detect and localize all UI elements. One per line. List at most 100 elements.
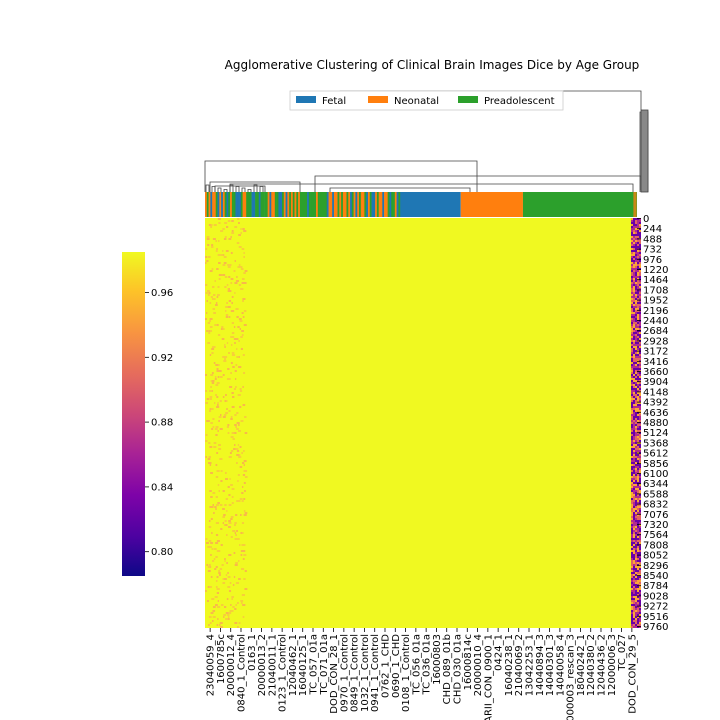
heat-cell (208, 420, 210, 422)
heat-cell (207, 256, 211, 258)
heat-cell (637, 236, 639, 238)
heat-cell (231, 230, 234, 232)
heat-cell (635, 576, 637, 578)
heat-cell (212, 610, 214, 612)
heat-cell (242, 354, 245, 356)
heat-cell (633, 348, 635, 350)
heat-cell (205, 390, 208, 392)
heat-cell (639, 348, 641, 350)
heat-cell (229, 264, 232, 266)
heat-cell (639, 512, 641, 514)
heat-cell (231, 232, 235, 234)
heat-cell (635, 394, 637, 396)
heat-cell (240, 348, 243, 350)
heat-cell (222, 508, 225, 510)
heat-cell (639, 344, 641, 346)
heat-cell (635, 534, 637, 536)
heat-cell (633, 256, 635, 258)
heat-cell (639, 392, 641, 394)
heat-cell (639, 478, 641, 480)
heat-cell (224, 344, 226, 346)
heat-cell (208, 224, 211, 226)
heat-cell (637, 356, 639, 358)
heat-cell (637, 598, 639, 600)
heat-cell (231, 354, 236, 356)
heat-cell (639, 226, 641, 228)
heat-cell (635, 506, 637, 508)
heat-cell (637, 464, 639, 466)
heat-cell (216, 370, 219, 372)
heat-cell (637, 342, 639, 344)
heat-cell (637, 304, 639, 306)
heat-cell (635, 444, 637, 446)
heat-cell (233, 388, 236, 390)
heat-cell (633, 462, 635, 464)
heat-cell (216, 406, 220, 408)
strip-cell (230, 192, 233, 217)
heat-cell (212, 426, 215, 428)
heat-cell (217, 376, 220, 378)
heat-cell (631, 336, 633, 338)
heat-cell (635, 234, 637, 236)
heat-cell (633, 336, 635, 338)
heat-cell (633, 412, 635, 414)
heat-cell (635, 592, 637, 594)
heat-cell (633, 222, 635, 224)
heat-cell (633, 278, 635, 280)
row-tick-label: 1464 (643, 275, 668, 286)
heat-cell (637, 624, 639, 626)
heat-cell (637, 418, 639, 420)
heat-cell (637, 576, 639, 578)
heat-cell (244, 416, 247, 418)
heat-cell (240, 268, 244, 270)
heat-cell (631, 472, 633, 474)
heat-cell (635, 248, 637, 250)
heat-cell (639, 486, 641, 488)
heat-cell (209, 270, 213, 272)
heat-cell (639, 334, 641, 336)
heat-cell (225, 394, 227, 396)
heat-cell (639, 622, 641, 624)
heat-cell (639, 342, 641, 344)
heat-cell (635, 318, 637, 320)
row-tick-label: 3660 (643, 367, 668, 378)
heat-cell (221, 326, 224, 328)
heat-cell (639, 396, 641, 398)
dendrogram-link (253, 184, 258, 192)
heat-cell (639, 354, 641, 356)
row-tick-label: 2196 (643, 306, 668, 317)
heat-cell (633, 410, 635, 412)
heat-cell (637, 278, 639, 280)
heat-cell (631, 492, 633, 494)
heat-cell (637, 296, 639, 298)
heat-cell (633, 448, 635, 450)
heat-cell (639, 234, 641, 236)
heat-cell (213, 346, 216, 348)
heatmap-background (205, 218, 637, 628)
heat-cell (635, 494, 637, 496)
heat-cell (242, 228, 245, 230)
heat-cell (637, 512, 639, 514)
heat-cell (633, 492, 635, 494)
heat-cell (633, 286, 635, 288)
heat-cell (635, 556, 637, 558)
heat-cell (631, 626, 633, 628)
heat-cell (208, 462, 211, 464)
heat-cell (637, 620, 639, 622)
heat-cell (205, 402, 208, 404)
heat-cell (207, 294, 210, 296)
heat-cell (631, 244, 633, 246)
heat-cell (241, 544, 244, 546)
strip-cell (317, 192, 320, 217)
heat-cell (631, 218, 633, 220)
heat-cell (639, 530, 641, 532)
heat-cell (243, 372, 246, 374)
heat-cell (633, 540, 635, 542)
heat-cell (635, 460, 637, 462)
heat-cell (631, 510, 633, 512)
heat-cell (227, 432, 230, 434)
heat-cell (637, 368, 639, 370)
heat-cell (215, 476, 219, 478)
heat-cell (631, 528, 633, 530)
col-tick-label: 12040436_2 (597, 634, 608, 696)
